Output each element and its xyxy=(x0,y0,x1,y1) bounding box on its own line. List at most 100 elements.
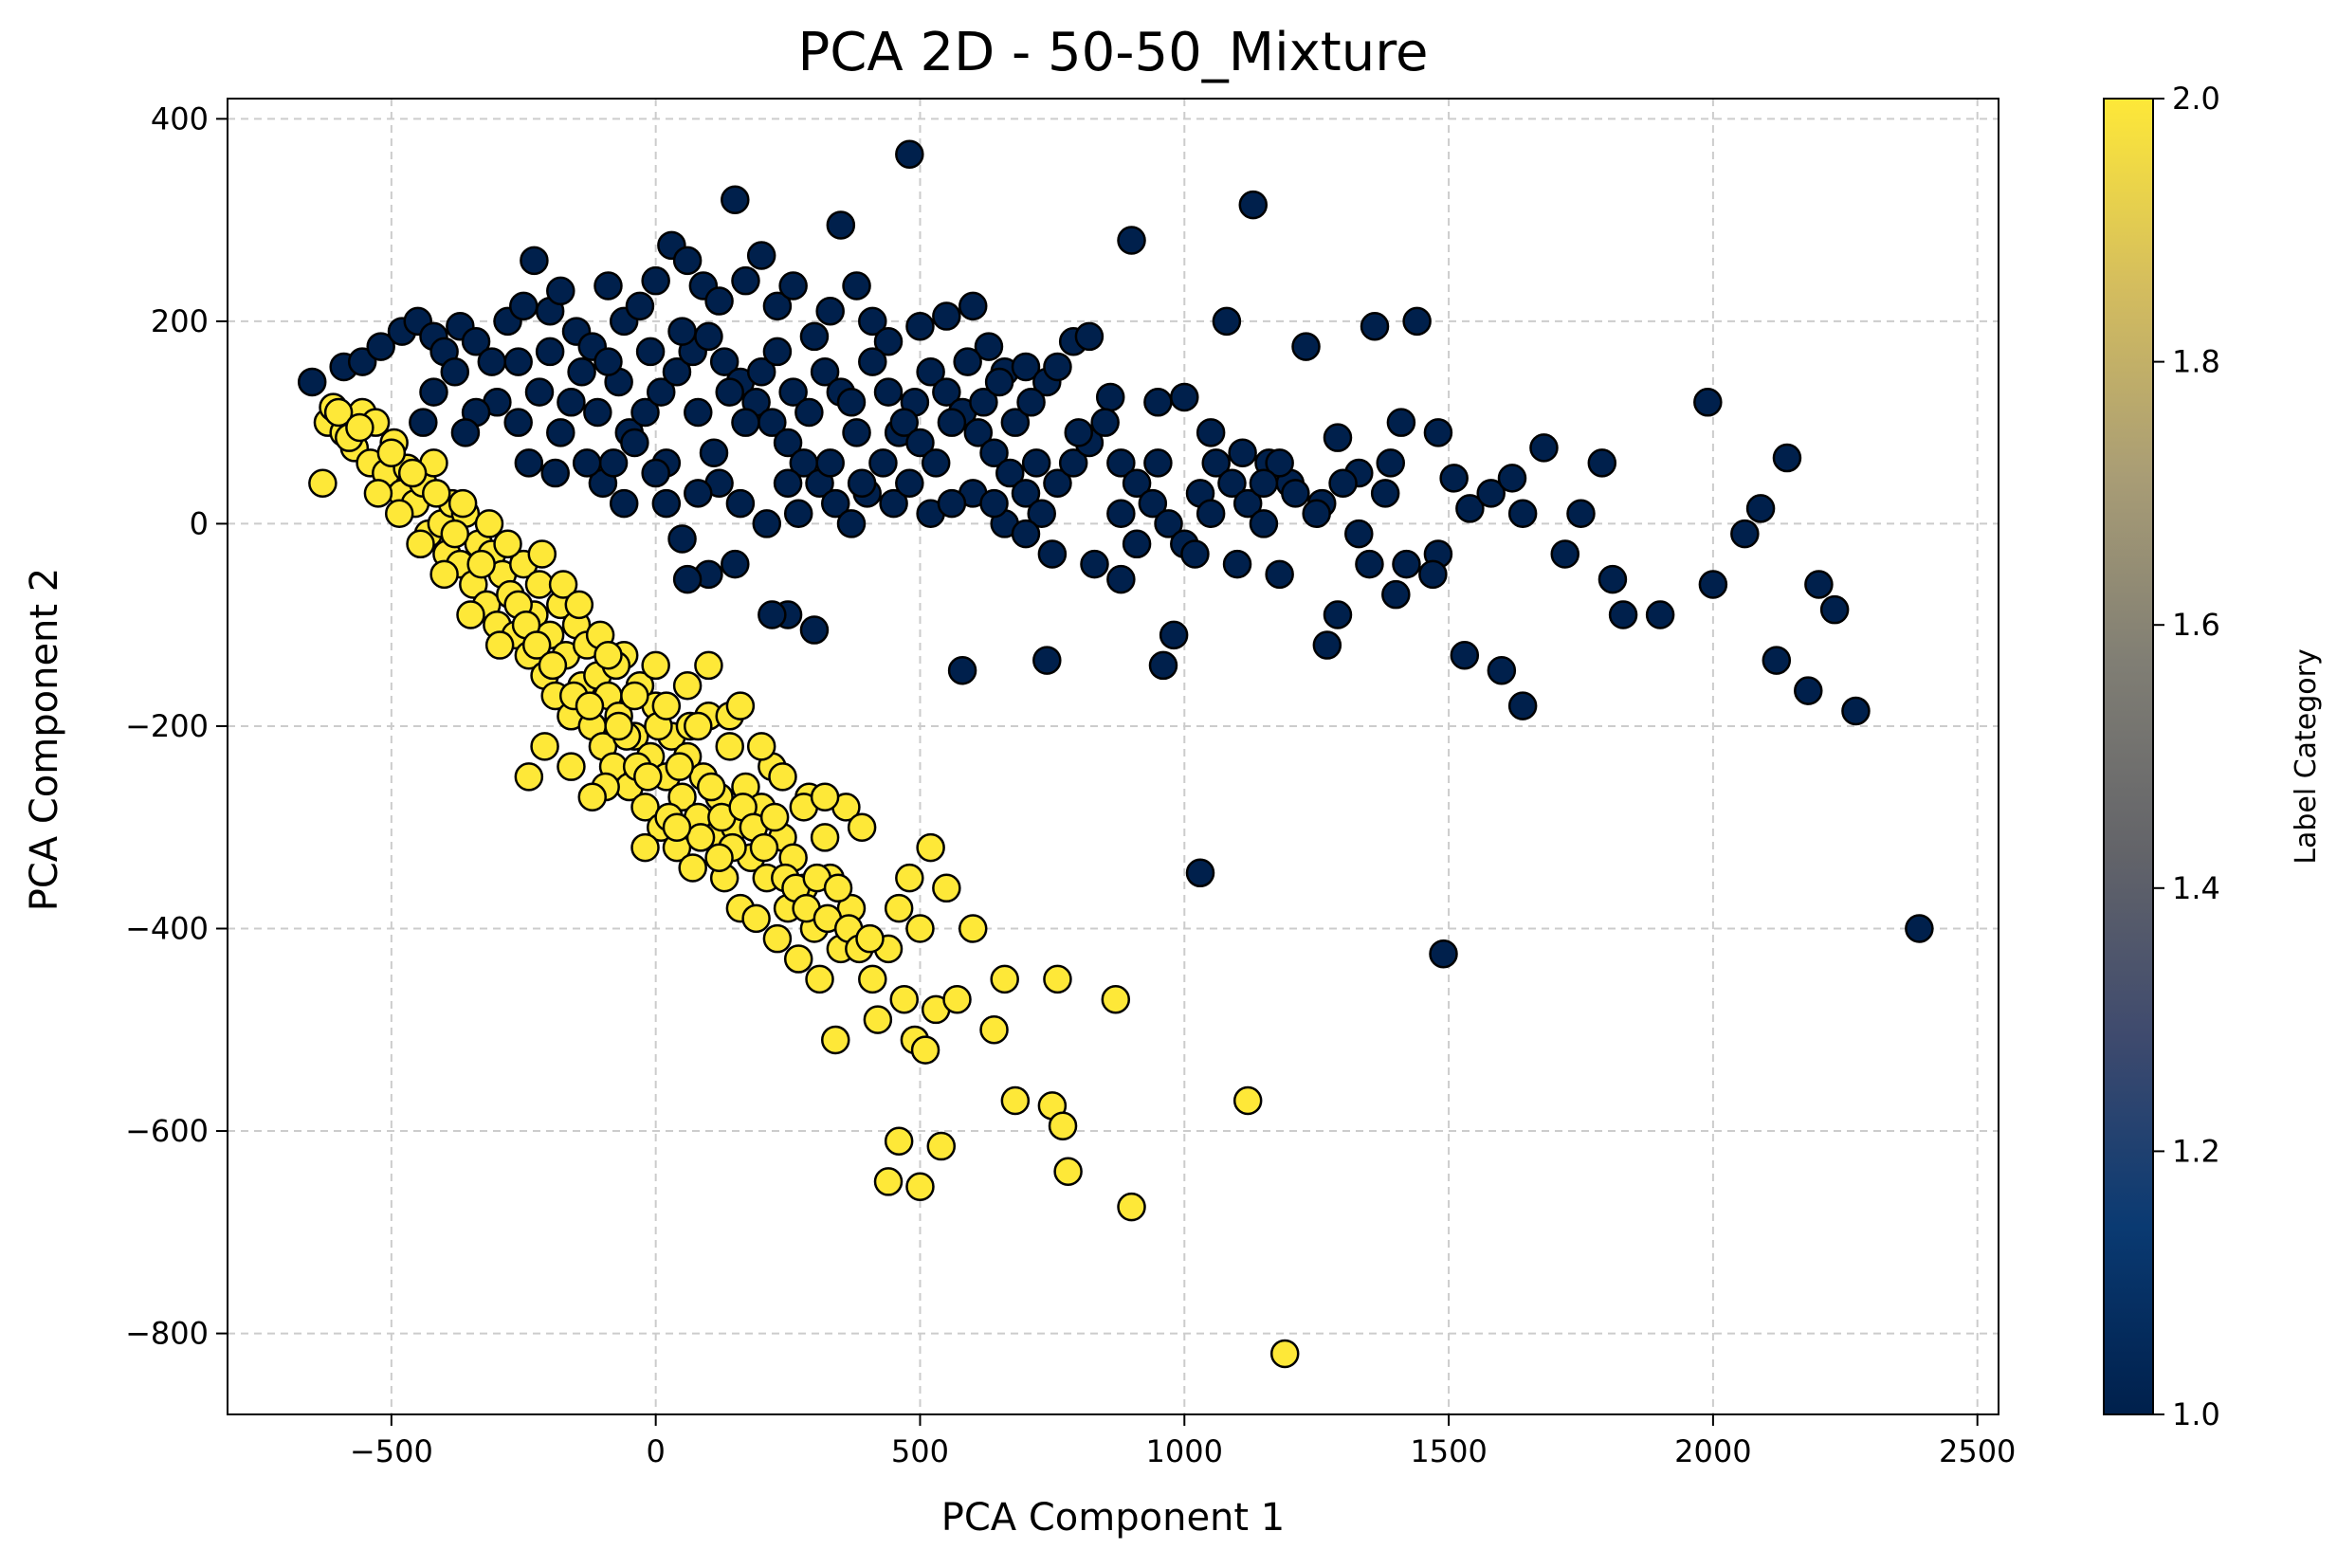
scatter-point-category-2 xyxy=(1048,1111,1078,1140)
scatter-point-category-2 xyxy=(345,412,374,443)
colorbar-tick-label: 1.8 xyxy=(2172,344,2220,380)
scatter-point-category-2 xyxy=(447,488,478,519)
scatter-point-category-1 xyxy=(667,524,697,554)
scatter-point-category-1 xyxy=(1323,600,1353,629)
scatter-point-category-2 xyxy=(910,1035,940,1065)
scatter-point-category-1 xyxy=(1608,600,1638,629)
scatter-point-category-1 xyxy=(1122,468,1152,498)
scatter-point-category-2 xyxy=(768,762,797,792)
scatter-point-category-1 xyxy=(535,337,565,367)
scatter-point-category-2 xyxy=(514,762,544,792)
scatter-point-category-1 xyxy=(514,448,544,478)
scatter-point-category-2 xyxy=(855,923,885,954)
scatter-point-category-1 xyxy=(762,291,793,321)
scatter-point-category-1 xyxy=(1281,479,1310,508)
scatter-point-category-2 xyxy=(633,762,663,792)
scatter-point-category-2 xyxy=(905,1172,935,1202)
scatter-point-category-1 xyxy=(979,488,1009,519)
scatter-point-category-1 xyxy=(1196,418,1226,447)
scatter-point-category-1 xyxy=(546,276,575,306)
scatter-point-category-1 xyxy=(1762,646,1792,675)
scatter-point-category-2 xyxy=(895,863,924,893)
scatter-point-category-1 xyxy=(1011,352,1041,382)
scatter-point-category-1 xyxy=(1841,696,1871,726)
scatter-point-category-1 xyxy=(858,347,887,376)
scatter-point-category-1 xyxy=(709,347,739,376)
scatter-point-category-1 xyxy=(1587,448,1617,478)
y-tick-label: 0 xyxy=(190,505,209,541)
x-tick-label: 500 xyxy=(891,1433,949,1469)
scatter-point-category-1 xyxy=(1804,570,1834,599)
scatter-point-category-2 xyxy=(926,1131,957,1161)
scatter-point-category-1 xyxy=(1302,499,1331,529)
scatter-point-category-1 xyxy=(783,499,813,529)
scatter-point-category-1 xyxy=(1016,388,1046,417)
scatter-point-category-1 xyxy=(947,655,977,685)
scatter-point-category-2 xyxy=(932,873,961,903)
scatter-point-category-1 xyxy=(1392,549,1421,579)
scatter-point-category-2 xyxy=(308,468,338,498)
scatter-point-category-1 xyxy=(1381,579,1411,610)
colorbar xyxy=(2103,98,2154,1415)
plot-frame xyxy=(227,98,1999,1415)
scatter-point-category-2 xyxy=(1117,1192,1146,1222)
scatter-point-category-1 xyxy=(1476,479,1506,508)
scatter-point-category-2 xyxy=(810,823,840,852)
scatter-point-category-1 xyxy=(609,488,639,519)
scatter-point-category-1 xyxy=(1323,423,1353,452)
scatter-point-category-1 xyxy=(1185,858,1215,888)
scatter-point-category-2 xyxy=(715,732,744,761)
scatter-point-category-1 xyxy=(868,448,898,478)
scatter-point-category-1 xyxy=(625,291,655,321)
scatter-point-category-1 xyxy=(758,600,787,629)
scatter-point-category-1 xyxy=(1106,499,1136,529)
scatter-point-category-1 xyxy=(721,185,750,215)
scatter-point-category-1 xyxy=(1745,494,1776,523)
scatter-point-category-2 xyxy=(440,519,470,549)
scatter-point-category-1 xyxy=(641,265,670,296)
scatter-point-category-2 xyxy=(474,509,504,538)
scatter-point-category-2 xyxy=(630,832,660,863)
scatter-point-category-1 xyxy=(826,210,856,240)
scatter-point-category-2 xyxy=(484,630,515,660)
scatter-point-category-2 xyxy=(662,812,692,842)
scatter-point-category-1 xyxy=(593,347,623,376)
scatter-point-category-1 xyxy=(1291,332,1321,361)
scatter-point-category-1 xyxy=(546,418,575,447)
y-axis-label: PCA Component 2 xyxy=(23,568,66,912)
scatter-point-category-1 xyxy=(672,564,703,594)
y-tick-label: −800 xyxy=(125,1316,209,1352)
scatter-point-category-1 xyxy=(746,357,776,387)
scatter-point-category-1 xyxy=(842,418,871,447)
scatter-point-category-1 xyxy=(1455,494,1485,523)
scatter-point-category-1 xyxy=(1905,914,1934,943)
scatter-point-category-1 xyxy=(1794,676,1823,705)
scatter-point-category-1 xyxy=(1730,519,1760,549)
scatter-point-category-2 xyxy=(783,944,813,974)
scatter-point-category-2 xyxy=(651,691,682,720)
scatter-point-category-2 xyxy=(863,1005,893,1034)
scatter-point-category-1 xyxy=(1772,443,1802,473)
scatter-point-category-1 xyxy=(1423,418,1453,447)
scatter-point-category-1 xyxy=(1143,448,1173,478)
scatter-point-category-1 xyxy=(731,265,760,296)
scatter-point-category-1 xyxy=(1027,499,1056,529)
scatter-point-category-1 xyxy=(1180,539,1210,569)
scatter-point-category-1 xyxy=(715,377,744,407)
scatter-point-category-2 xyxy=(889,984,919,1014)
scatter-point-category-1 xyxy=(799,321,830,352)
scatter-point-category-1 xyxy=(725,488,756,519)
x-tick-label: −500 xyxy=(350,1433,433,1469)
scatter-point-category-1 xyxy=(773,428,803,458)
scatter-point-category-1 xyxy=(662,357,692,387)
scatter-point-category-1 xyxy=(1080,549,1109,579)
scatter-point-category-1 xyxy=(540,458,570,488)
scatter-point-category-1 xyxy=(1148,650,1178,681)
scatter-point-category-1 xyxy=(1138,488,1168,519)
y-tick-label: 400 xyxy=(151,100,209,137)
scatter-point-category-1 xyxy=(1106,564,1136,594)
scatter-point-category-1 xyxy=(1170,382,1199,412)
scatter-point-category-1 xyxy=(1265,559,1294,590)
scatter-point-category-1 xyxy=(1693,388,1723,417)
